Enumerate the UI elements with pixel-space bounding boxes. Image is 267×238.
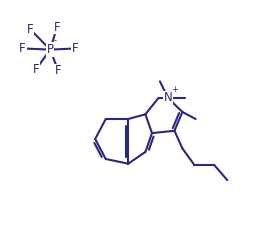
- Text: -: -: [53, 36, 56, 45]
- Text: +: +: [171, 84, 178, 94]
- Text: F: F: [32, 63, 39, 76]
- Text: F: F: [55, 64, 61, 77]
- Text: P: P: [47, 43, 54, 56]
- Text: N: N: [163, 91, 172, 104]
- Text: F: F: [19, 42, 26, 55]
- Text: F: F: [72, 42, 79, 55]
- Text: F: F: [54, 21, 60, 34]
- Text: F: F: [27, 23, 34, 36]
